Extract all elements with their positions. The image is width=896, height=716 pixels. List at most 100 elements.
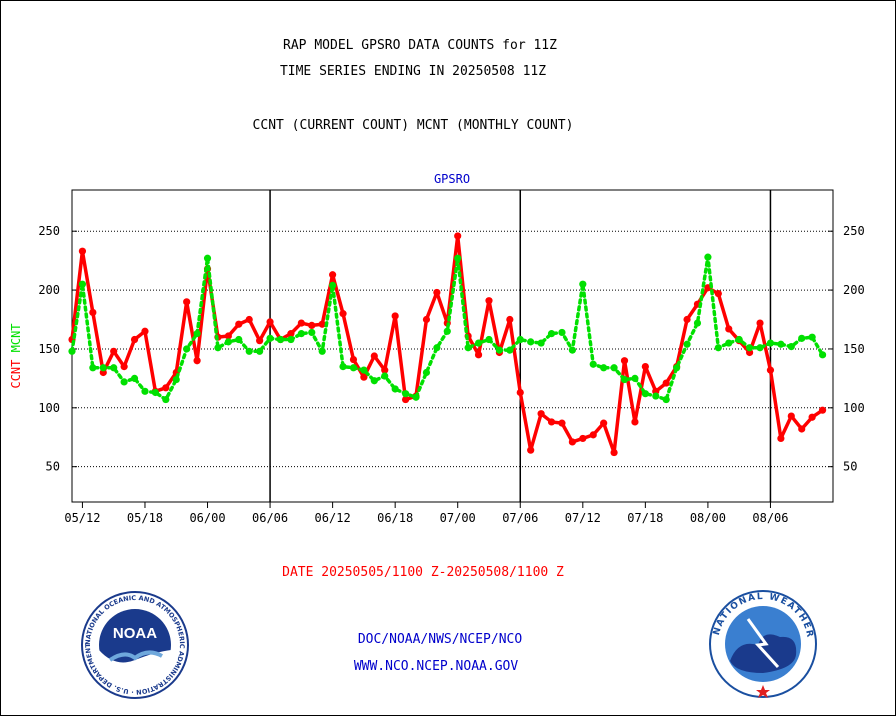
data-point-ccnt	[579, 434, 587, 443]
data-point-ccnt	[714, 290, 722, 298]
data-point-mcnt	[746, 344, 754, 352]
data-point-ccnt	[725, 325, 733, 333]
data-point-mcnt	[756, 344, 764, 352]
data-point-mcnt	[474, 339, 483, 347]
data-point-mcnt	[766, 339, 775, 347]
data-point-ccnt	[641, 363, 649, 371]
data-point-ccnt	[89, 308, 97, 317]
x-tick-label: 06/18	[377, 511, 413, 525]
data-point-ccnt	[506, 315, 514, 324]
chart-legend-text: CCNT (CURRENT COUNT) MCNT (MONTHLY COUNT…	[252, 118, 574, 133]
data-point-ccnt	[245, 315, 253, 324]
data-point-ccnt	[130, 335, 139, 344]
data-point-mcnt	[454, 254, 462, 262]
data-point-ccnt	[193, 357, 201, 365]
data-point-mcnt	[704, 253, 712, 261]
data-point-mcnt	[537, 339, 545, 347]
data-point-mcnt	[318, 347, 326, 355]
data-point-mcnt	[787, 342, 795, 351]
data-point-mcnt	[464, 344, 472, 352]
data-point-ccnt	[433, 288, 441, 297]
data-point-mcnt	[693, 319, 702, 327]
data-point-mcnt	[725, 339, 733, 347]
y-tick-label: 100	[38, 401, 60, 415]
data-point-ccnt	[308, 321, 316, 329]
data-point-mcnt	[162, 395, 170, 404]
data-point-mcnt	[516, 335, 524, 344]
y-tick-label: 150	[38, 342, 60, 356]
noaa-logo-text: NOAA	[113, 625, 157, 642]
data-point-mcnt	[224, 338, 232, 346]
data-point-ccnt	[600, 419, 608, 427]
data-point-ccnt	[766, 366, 775, 374]
data-point-ccnt	[162, 384, 170, 392]
data-point-mcnt	[99, 364, 107, 372]
data-point-mcnt	[422, 368, 431, 377]
data-point-ccnt	[318, 320, 326, 328]
data-point-ccnt	[547, 418, 556, 426]
chart-subtitle: TIME SERIES ENDING IN 20250508 11Z	[279, 64, 547, 79]
data-point-ccnt	[360, 373, 368, 381]
y-tick-label-right: 150	[843, 342, 865, 356]
data-point-mcnt	[600, 364, 608, 372]
data-point-mcnt	[370, 377, 378, 385]
x-tick-label: 05/18	[127, 511, 163, 525]
data-point-ccnt	[589, 431, 597, 439]
y-tick-label-right: 50	[843, 460, 857, 474]
data-point-mcnt	[652, 392, 660, 400]
data-point-mcnt	[287, 335, 295, 344]
plot-area	[71, 189, 834, 503]
data-point-ccnt	[297, 319, 305, 327]
data-point-mcnt	[89, 364, 97, 372]
data-point-mcnt	[360, 366, 368, 374]
data-point-ccnt	[224, 332, 232, 340]
data-point-mcnt	[495, 346, 504, 354]
data-point-ccnt	[798, 425, 806, 433]
data-point-ccnt	[818, 406, 827, 414]
data-point-mcnt	[412, 393, 420, 401]
data-point-ccnt	[78, 247, 87, 255]
data-point-mcnt	[141, 387, 149, 395]
data-point-mcnt	[110, 364, 118, 372]
x-tick-label: 08/00	[690, 511, 726, 525]
data-point-mcnt	[673, 364, 681, 372]
data-point-ccnt	[422, 315, 431, 324]
data-point-mcnt	[443, 327, 451, 335]
data-point-ccnt	[662, 379, 670, 387]
data-point-mcnt	[714, 344, 722, 352]
plot-name: GPSRO	[433, 172, 471, 186]
x-tick-label: 07/06	[502, 511, 538, 525]
x-tick-label: 06/12	[315, 511, 351, 525]
x-tick-label: 07/00	[440, 511, 476, 525]
date-range: DATE 20250505/1100 Z-20250508/1100 Z	[282, 565, 564, 580]
y-axis-label-mcnt: MCNT	[9, 323, 23, 359]
y-tick-label-right: 250	[843, 224, 865, 238]
data-point-mcnt	[235, 335, 243, 344]
data-point-ccnt	[620, 357, 629, 365]
data-point-ccnt	[110, 347, 118, 355]
data-point-ccnt	[287, 330, 295, 338]
data-point-ccnt	[631, 418, 639, 426]
data-point-mcnt	[193, 330, 201, 338]
data-point-ccnt	[256, 337, 264, 345]
chart-title: RAP MODEL GPSRO DATA COUNTS for 11Z	[283, 38, 557, 53]
data-point-mcnt	[120, 378, 128, 386]
data-point-mcnt	[349, 364, 358, 372]
data-point-mcnt	[308, 328, 316, 337]
x-tick-label: 06/00	[189, 511, 225, 525]
x-tick-label: 06/06	[252, 511, 288, 525]
data-point-mcnt	[506, 346, 514, 354]
footer-url: WWW.NCO.NCEP.NOAA.GOV	[353, 659, 519, 674]
y-tick-label: 50	[46, 460, 60, 474]
data-point-ccnt	[235, 320, 243, 328]
data-point-mcnt	[401, 390, 410, 398]
data-point-mcnt	[183, 345, 191, 353]
data-point-mcnt	[266, 334, 274, 342]
data-point-mcnt	[245, 347, 253, 355]
data-point-ccnt	[610, 448, 618, 457]
data-point-mcnt	[381, 372, 389, 380]
data-point-mcnt	[130, 374, 139, 382]
data-point-mcnt	[662, 395, 670, 404]
data-point-mcnt	[547, 330, 556, 338]
